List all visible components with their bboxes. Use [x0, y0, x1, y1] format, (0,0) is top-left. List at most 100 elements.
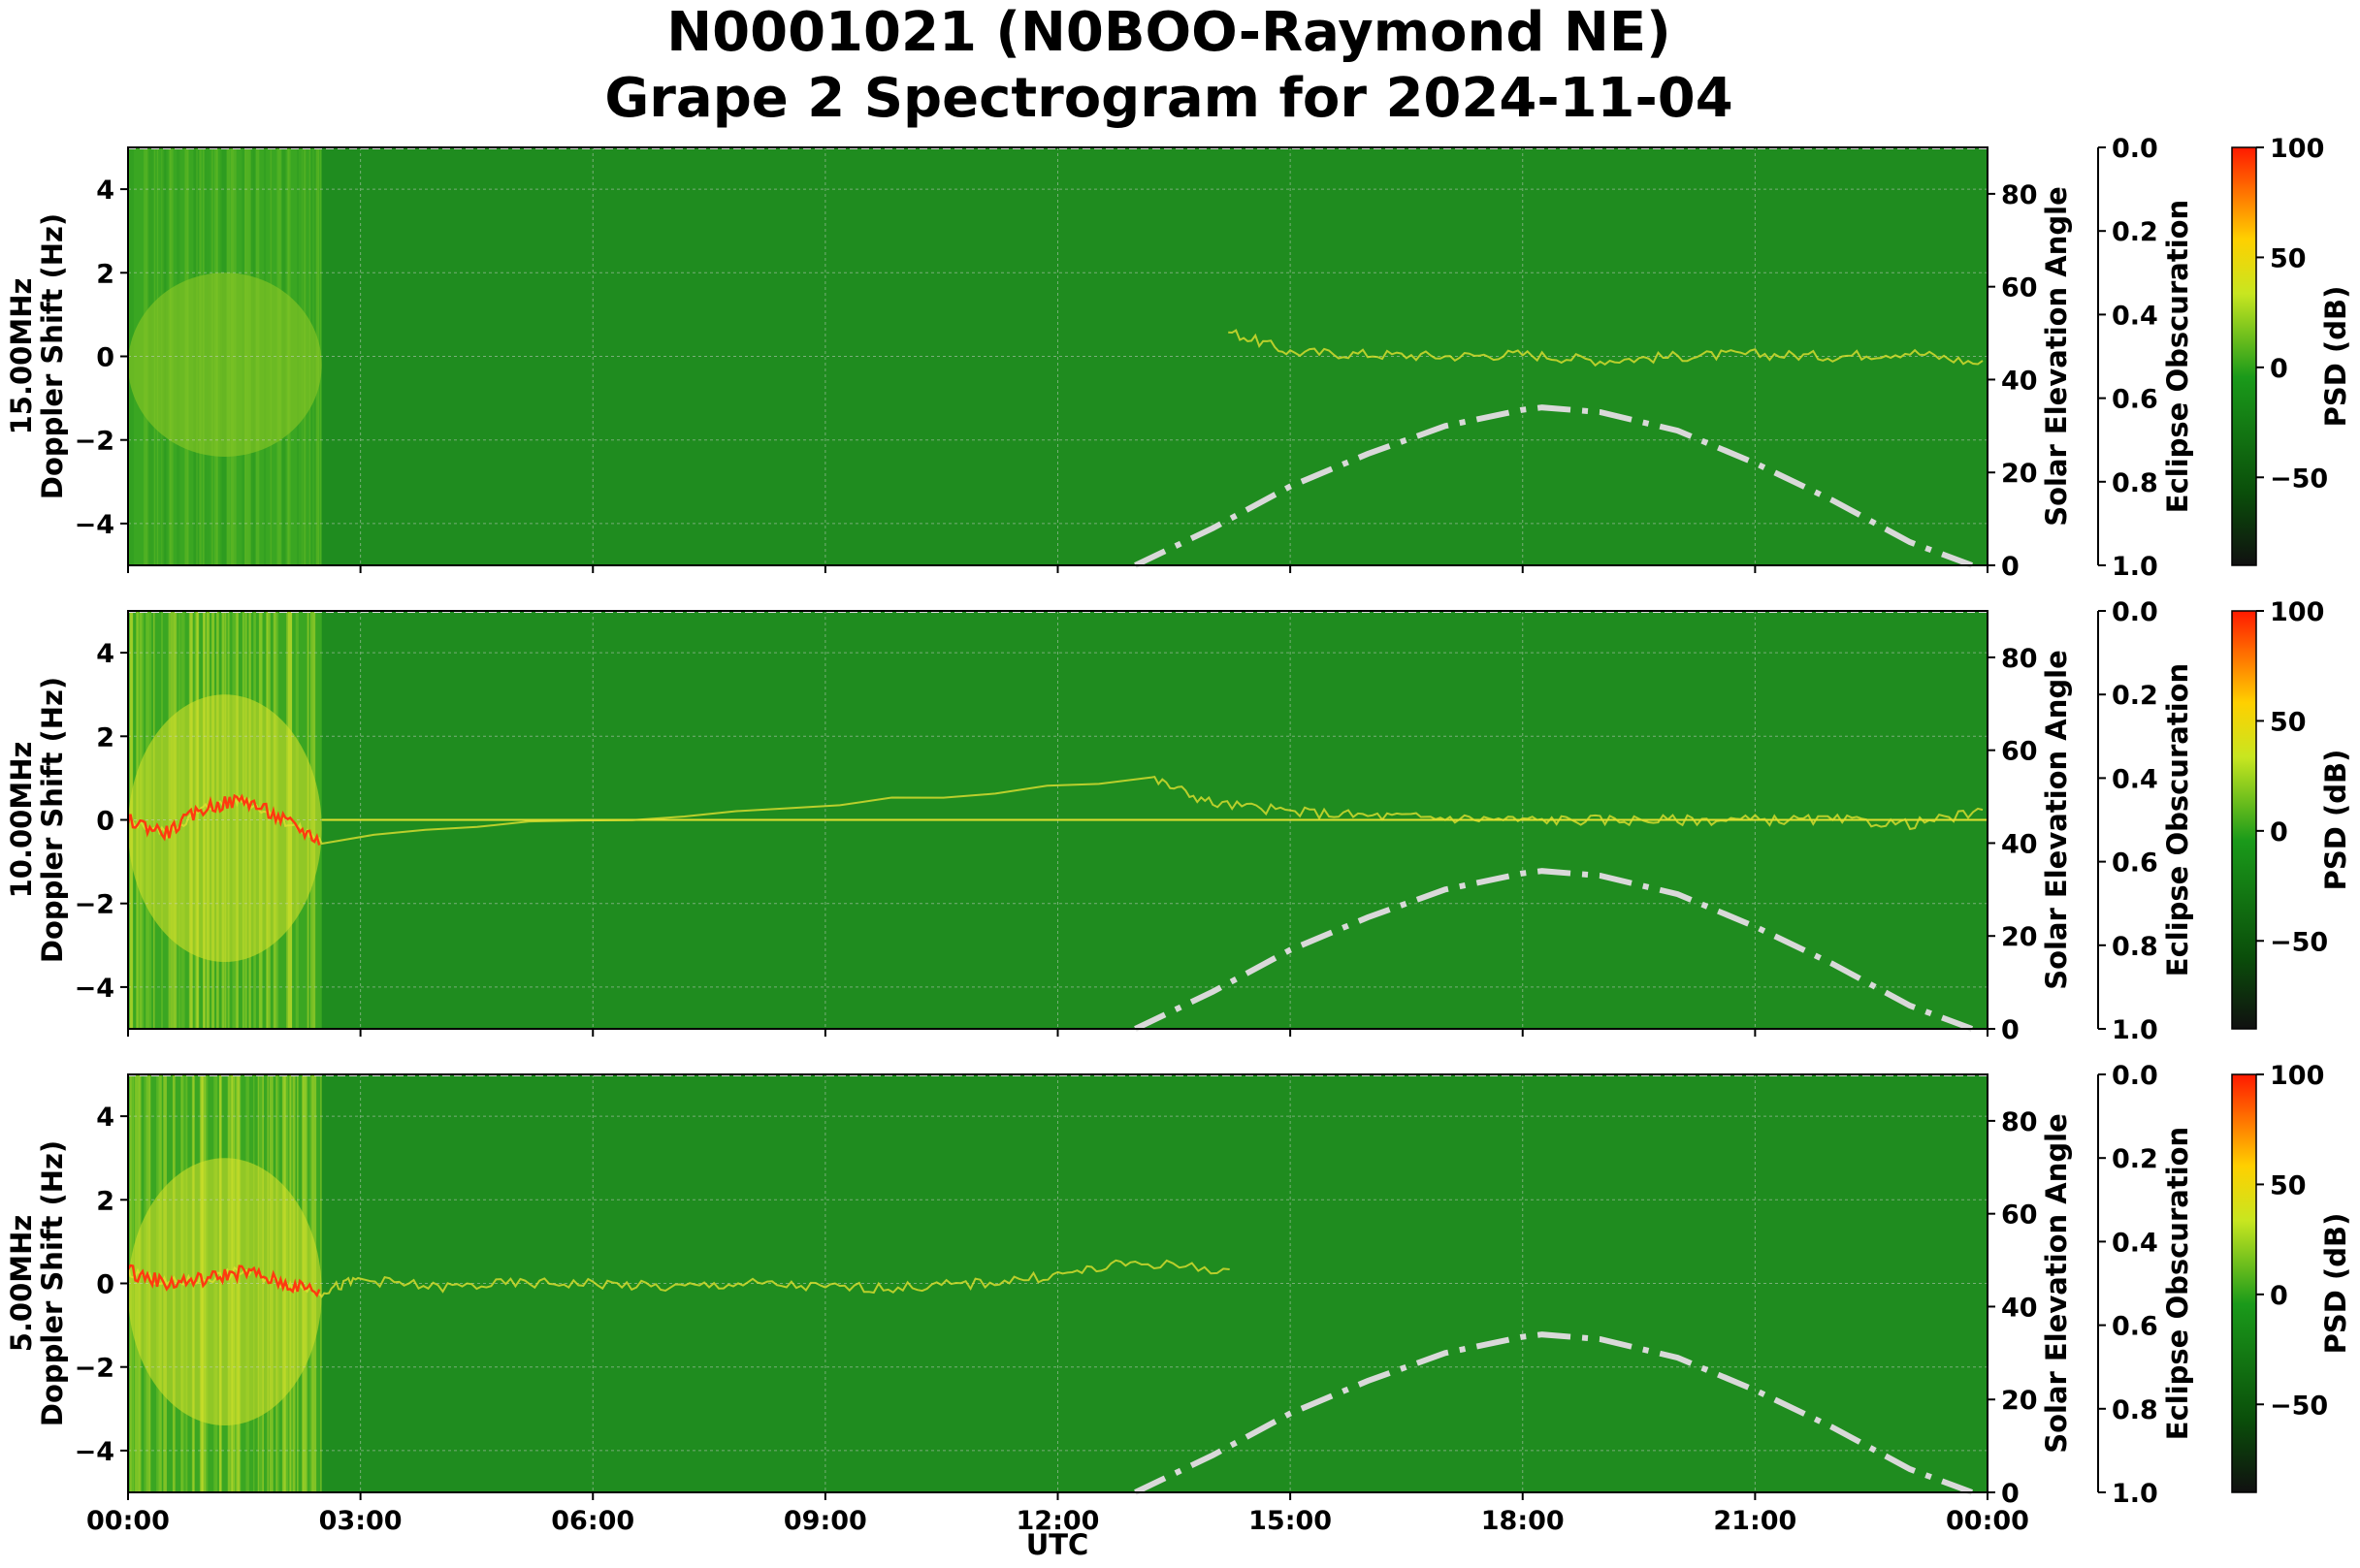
- time-tick-label: 18:00: [1481, 1506, 1565, 1536]
- eclipse-tick-label: 0.4: [2112, 764, 2158, 794]
- doppler-tick-label: −4: [75, 510, 114, 540]
- eclipse-tick-label: 0.2: [2112, 1144, 2158, 1174]
- time-tick-label: 03:00: [319, 1506, 403, 1536]
- doppler-tick-label: 2: [96, 722, 114, 752]
- eclipse-tick-label: 0.8: [2112, 932, 2158, 962]
- elevation-tick-label: 60: [2001, 737, 2038, 767]
- eclipse-tick-label: 0.6: [2112, 385, 2158, 415]
- elevation-axis-label: Solar Elevation Angle: [2040, 1113, 2073, 1454]
- eclipse-tick-label: 0.2: [2112, 681, 2158, 711]
- time-tick-label: 09:00: [784, 1506, 867, 1536]
- doppler-tick-label: 2: [96, 259, 114, 289]
- doppler-trace: [1228, 329, 1984, 368]
- doppler-tick-label: 0: [96, 807, 114, 837]
- psd-tick-label: 100: [2270, 597, 2324, 627]
- doppler-trace: [127, 775, 1984, 846]
- doppler-trace-strong: [126, 1264, 321, 1298]
- frequency-label: 5.00MHz: [5, 1215, 38, 1353]
- x-axis-label: UTC: [1026, 1528, 1089, 1561]
- elevation-tick-label: 20: [2001, 922, 2038, 952]
- time-tick-label: 21:00: [1713, 1506, 1796, 1536]
- elevation-tick-label: 80: [2001, 180, 2038, 210]
- elevation-tick-label: 60: [2001, 273, 2038, 304]
- elevation-tick-label: 20: [2001, 459, 2038, 489]
- psd-tick-label: 50: [2270, 707, 2307, 737]
- psd-tick-label: 50: [2270, 243, 2307, 273]
- doppler-tick-label: 2: [96, 1186, 114, 1216]
- psd-tick-label: 100: [2270, 134, 2324, 164]
- eclipse-tick-label: 0.4: [2112, 1228, 2158, 1258]
- elevation-tick-label: 0: [2001, 1015, 2020, 1045]
- figure-title-line1: N0001021 (N0BOO-Raymond NE): [666, 1, 1670, 64]
- elevation-tick-label: 0: [2001, 1479, 2020, 1509]
- doppler-trace-strong: [126, 793, 321, 846]
- solar-elevation-curve: [1134, 404, 1974, 568]
- doppler-tick-label: 4: [96, 1103, 114, 1133]
- eclipse-tick-label: 1.0: [2112, 1479, 2158, 1509]
- eclipse-tick-label: 0.0: [2112, 134, 2158, 164]
- doppler-tick-label: −2: [75, 427, 114, 457]
- psd-colorbar: [2231, 146, 2257, 566]
- doppler-trace: [127, 1259, 1230, 1298]
- time-tick-label: 00:00: [1946, 1506, 2029, 1536]
- elevation-tick-label: 40: [2001, 1293, 2038, 1323]
- eclipse-tick-label: 0.0: [2112, 1061, 2158, 1091]
- noise-glow: [128, 694, 322, 963]
- psd-colorbar: [2231, 610, 2257, 1030]
- elevation-tick-label: 20: [2001, 1386, 2038, 1416]
- eclipse-tick-label: 0.4: [2112, 301, 2158, 331]
- doppler-tick-label: 4: [96, 639, 114, 669]
- psd-tick-label: 0: [2270, 817, 2288, 848]
- time-tick-label: 12:00: [1017, 1506, 1100, 1536]
- solar-elevation-curve: [1134, 868, 1974, 1032]
- doppler-tick-label: −4: [75, 1437, 114, 1467]
- elevation-tick-label: 40: [2001, 366, 2038, 396]
- noise-glow: [128, 272, 322, 457]
- psd-axis-label: PSD (dB): [2319, 750, 2352, 891]
- doppler-tick-label: −2: [75, 890, 114, 920]
- time-tick-label: 15:00: [1248, 1506, 1332, 1536]
- elevation-tick-label: 80: [2001, 644, 2038, 674]
- eclipse-tick-label: 0.6: [2112, 1312, 2158, 1342]
- psd-tick-label: −50: [2270, 464, 2328, 494]
- doppler-tick-label: 0: [96, 1270, 114, 1300]
- elevation-axis-label: Solar Elevation Angle: [2040, 186, 2073, 527]
- eclipse-tick-label: 0.6: [2112, 848, 2158, 879]
- doppler-axis-label: Doppler Shift (Hz): [36, 677, 69, 963]
- solar-elevation-curve: [1134, 1331, 1974, 1495]
- time-tick-label: 00:00: [86, 1506, 170, 1536]
- elevation-tick-label: 60: [2001, 1200, 2038, 1231]
- doppler-tick-label: 4: [96, 176, 114, 206]
- psd-tick-label: 100: [2270, 1061, 2324, 1091]
- eclipse-tick-label: 1.0: [2112, 552, 2158, 582]
- psd-colorbar: [2231, 1073, 2257, 1493]
- psd-tick-label: 0: [2270, 354, 2288, 384]
- time-tick-label: 06:00: [551, 1506, 634, 1536]
- psd-axis-label: PSD (dB): [2319, 1213, 2352, 1355]
- doppler-tick-label: −4: [75, 974, 114, 1004]
- doppler-axis-label: Doppler Shift (Hz): [36, 1140, 69, 1426]
- eclipse-axis-label: Eclipse Obscuration: [2161, 663, 2194, 976]
- psd-axis-label: PSD (dB): [2319, 286, 2352, 428]
- frequency-label: 15.00MHz: [5, 278, 38, 435]
- figure-title-line2: Grape 2 Spectrogram for 2024-11-04: [604, 67, 1732, 130]
- elevation-tick-label: 40: [2001, 829, 2038, 859]
- elevation-tick-label: 80: [2001, 1107, 2038, 1137]
- elevation-axis-label: Solar Elevation Angle: [2040, 650, 2073, 990]
- doppler-tick-label: 0: [96, 343, 114, 373]
- psd-tick-label: 50: [2270, 1170, 2307, 1200]
- elevation-tick-label: 0: [2001, 552, 2020, 582]
- psd-tick-label: 0: [2270, 1281, 2288, 1311]
- eclipse-tick-label: 0.8: [2112, 468, 2158, 498]
- eclipse-axis-label: Eclipse Obscuration: [2161, 200, 2194, 513]
- eclipse-tick-label: 0.2: [2112, 217, 2158, 247]
- eclipse-tick-label: 0.0: [2112, 597, 2158, 627]
- eclipse-tick-label: 0.8: [2112, 1395, 2158, 1425]
- frequency-label: 10.00MHz: [5, 742, 38, 899]
